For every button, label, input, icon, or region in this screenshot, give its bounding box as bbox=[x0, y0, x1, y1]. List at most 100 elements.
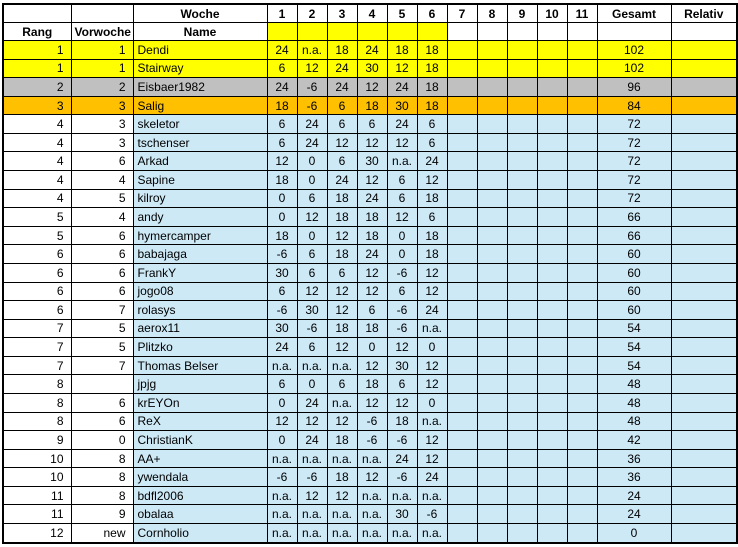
completed-week-marker bbox=[326, 22, 358, 41]
name-cell: obalaa bbox=[132, 504, 268, 525]
week-cell: n.a. bbox=[266, 448, 298, 469]
week-cell bbox=[476, 262, 508, 283]
week-cell: 0 bbox=[296, 225, 328, 246]
week-cell bbox=[536, 244, 568, 264]
vorwoche-cell: 6 bbox=[70, 151, 134, 172]
table-row: 1 1 Stairway 6 12 24 30 12 18 102 bbox=[2, 58, 738, 79]
vorwoche-cell: 6 bbox=[70, 225, 134, 246]
table-body: 1 1 Dendi 24 n.a. 18 24 18 18 102 1 1 Stairway 6 12 24 3… bbox=[2, 40, 738, 544]
relativ-cell bbox=[670, 523, 738, 544]
week-cell: n.a. bbox=[326, 504, 358, 525]
table-row: 12 new Cornholio n.a. n.a. n.a. n.a. n.a. n.a. 0 bbox=[2, 523, 738, 544]
week-cell: 12 bbox=[386, 58, 418, 79]
week-cell: 24 bbox=[296, 114, 328, 134]
week-cell: -6 bbox=[296, 318, 328, 339]
vorwoche-cell: 6 bbox=[70, 244, 134, 264]
week-cell: 0 bbox=[296, 170, 328, 190]
week-cell: -6 bbox=[296, 467, 328, 487]
gesamt-cell: 72 bbox=[596, 132, 672, 153]
week-cell: 24 bbox=[326, 58, 358, 79]
rang-cell: 4 bbox=[2, 151, 72, 172]
week-cell: 18 bbox=[266, 170, 298, 190]
gesamt-cell: 84 bbox=[596, 95, 672, 116]
gesamt-cell: 36 bbox=[596, 448, 672, 469]
week-cell bbox=[566, 467, 598, 487]
table-row: 10 8 AA+ n.a. n.a. n.a. n.a. 24 12 36 bbox=[2, 448, 738, 469]
week-cell: 12 bbox=[356, 467, 388, 487]
week-cell bbox=[476, 337, 508, 357]
relativ-cell bbox=[670, 300, 738, 320]
week-cell: 12 bbox=[356, 132, 388, 153]
relativ-cell bbox=[670, 485, 738, 506]
week-cell: -6 bbox=[386, 318, 418, 339]
week-cell bbox=[506, 504, 538, 525]
week-cell: 0 bbox=[416, 392, 448, 413]
vorwoche-cell: 6 bbox=[70, 411, 134, 432]
relativ-cell bbox=[670, 411, 738, 432]
week-cell bbox=[446, 77, 478, 97]
gesamt-cell: 72 bbox=[596, 188, 672, 209]
header-row-labels: Rang Vorwoche Name bbox=[2, 22, 738, 41]
name-cell: Sapine bbox=[132, 170, 268, 190]
relativ-cell bbox=[670, 318, 738, 339]
week-cell: 12 bbox=[266, 411, 298, 432]
week-cell: 0 bbox=[266, 392, 298, 413]
week-cell bbox=[536, 40, 568, 60]
week-cell: 6 bbox=[326, 114, 358, 134]
week-cell: 6 bbox=[326, 151, 358, 172]
week-cell bbox=[476, 523, 508, 544]
gesamt-cell: 54 bbox=[596, 318, 672, 339]
week-cell bbox=[506, 374, 538, 394]
week-cell bbox=[566, 504, 598, 525]
gesamt-cell: 102 bbox=[596, 40, 672, 60]
week-cell: 12 bbox=[326, 337, 358, 357]
upcoming-week-cell bbox=[566, 22, 598, 41]
name-cell: krEYOn bbox=[132, 392, 268, 413]
week-cell: 6 bbox=[356, 300, 388, 320]
vorwoche-cell: 4 bbox=[70, 207, 134, 227]
week-cell: 24 bbox=[266, 77, 298, 97]
week-cell: -6 bbox=[356, 430, 388, 450]
week-cell bbox=[446, 392, 478, 413]
rang-cell: 2 bbox=[2, 77, 72, 97]
week-number-header: 6 bbox=[416, 3, 448, 23]
week-cell: n.a. bbox=[356, 504, 388, 525]
name-cell: ChristianK bbox=[132, 430, 268, 450]
week-cell: 12 bbox=[356, 392, 388, 413]
week-cell bbox=[446, 504, 478, 525]
week-cell bbox=[506, 523, 538, 544]
week-cell bbox=[536, 504, 568, 525]
vorwoche-cell: 9 bbox=[70, 504, 134, 525]
week-cell: -6 bbox=[416, 504, 448, 525]
table-row: 11 9 obalaa n.a. n.a. n.a. n.a. 30 -6 24 bbox=[2, 504, 738, 525]
name-cell: Stairway bbox=[132, 58, 268, 79]
completed-week-marker bbox=[386, 22, 418, 41]
week-cell: 12 bbox=[416, 262, 448, 283]
gesamt-cell: 48 bbox=[596, 392, 672, 413]
week-number-header: 4 bbox=[356, 3, 388, 23]
standings-table: Woche 1 2 3 4 5 6 7 8 9 10 11 Gesamt Rel… bbox=[2, 3, 738, 544]
week-cell: n.a. bbox=[266, 355, 298, 376]
week-cell bbox=[446, 318, 478, 339]
week-cell: 24 bbox=[326, 170, 358, 190]
vorwoche-cell: 6 bbox=[70, 281, 134, 302]
week-cell bbox=[446, 262, 478, 283]
table-row: 7 5 Plitzko 24 6 12 0 12 0 54 bbox=[2, 337, 738, 357]
week-cell bbox=[476, 281, 508, 302]
relativ-header: Relativ bbox=[670, 3, 738, 23]
relativ-cell bbox=[670, 337, 738, 357]
week-cell: 0 bbox=[386, 225, 418, 246]
week-cell bbox=[566, 95, 598, 116]
week-cell bbox=[506, 300, 538, 320]
vorwoche-cell: 5 bbox=[70, 318, 134, 339]
rang-cell: 8 bbox=[2, 374, 72, 394]
week-number-header: 3 bbox=[326, 3, 358, 23]
vorwoche-cell: 5 bbox=[70, 188, 134, 209]
week-cell: n.a. bbox=[296, 523, 328, 544]
week-cell: 6 bbox=[266, 281, 298, 302]
week-cell: n.a. bbox=[416, 318, 448, 339]
week-number-header: 2 bbox=[296, 3, 328, 23]
relativ-cell bbox=[670, 374, 738, 394]
relativ-cell bbox=[670, 504, 738, 525]
gesamt-cell: 72 bbox=[596, 114, 672, 134]
